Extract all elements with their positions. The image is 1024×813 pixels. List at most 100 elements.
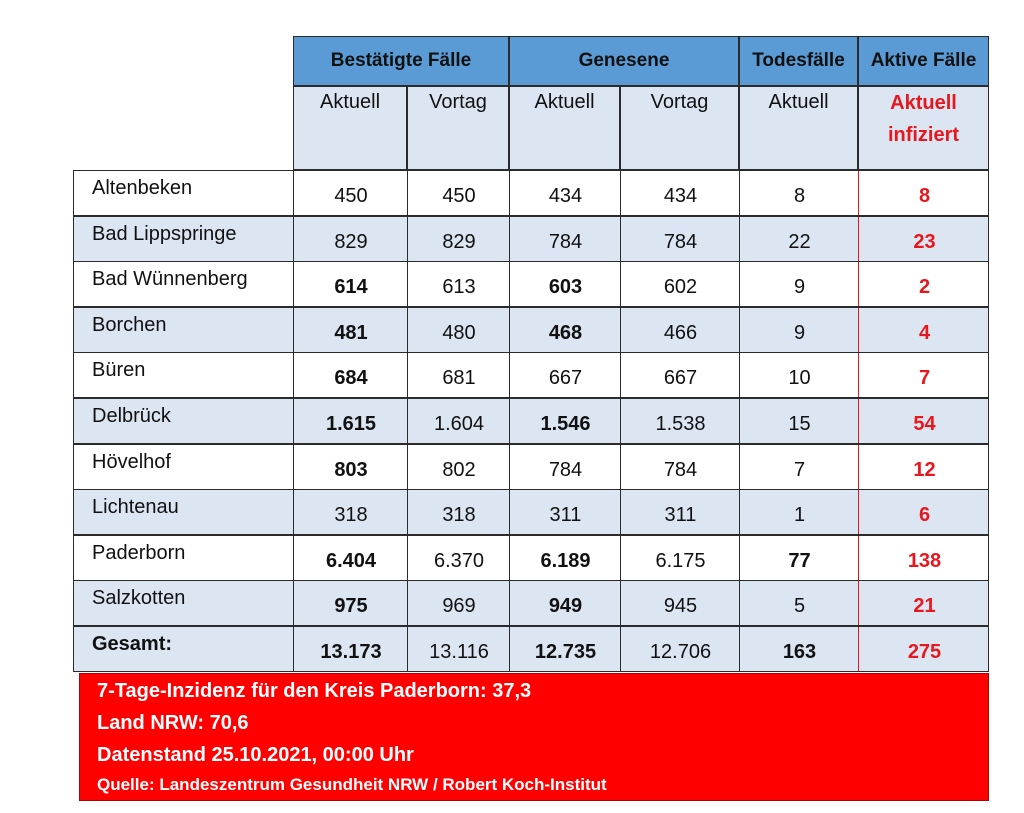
- column-divider: [739, 262, 740, 307]
- table-row: Delbrück 1.615 1.604 1.546 1.538 15 54: [73, 398, 989, 444]
- column-divider: [620, 627, 621, 671]
- column-divider: [407, 262, 408, 307]
- column-divider: [620, 581, 621, 626]
- row-name-cell: Bad Lippspringe: [92, 222, 237, 245]
- row-value-cell: 163: [782, 641, 817, 663]
- column-divider: [293, 307, 294, 352]
- table-row: Salzkotten 975 969 949 945 5 21: [73, 580, 989, 627]
- table-row: Gesamt: 13.173 13.116 12.735 12.706 163 275: [73, 626, 989, 672]
- row-value-cell: 12.735: [534, 641, 597, 663]
- row-name-cell: Hövelhof: [92, 450, 171, 473]
- row-value-cell: 667: [663, 367, 698, 390]
- column-divider: [509, 307, 510, 352]
- row-value-cell: 13.116: [429, 641, 489, 663]
- row-name-cell: Gesamt:: [92, 633, 173, 655]
- row-value-cell: 450: [334, 185, 368, 207]
- column-divider: [620, 353, 621, 398]
- column-divider: [858, 262, 859, 307]
- subheader-aktuell-infiziert: Aktuell infiziert: [858, 86, 989, 170]
- column-divider: [509, 353, 510, 398]
- row-value-cell: 10: [788, 367, 811, 390]
- row-name-cell: Borchen: [92, 313, 167, 336]
- column-divider: [293, 581, 294, 626]
- incidence-info-box: 7-Tage-Inzidenz für den Kreis Paderborn:…: [79, 673, 989, 801]
- column-divider: [407, 216, 408, 261]
- incidence-nrw-text: Land NRW: 70,6: [97, 712, 249, 734]
- column-divider: [620, 262, 621, 307]
- column-divider: [293, 171, 294, 215]
- row-value-cell: 1: [793, 504, 806, 527]
- column-divider: [509, 581, 510, 626]
- row-value-cell: 311: [549, 504, 582, 527]
- column-divider: [509, 627, 510, 671]
- column-divider: [739, 307, 740, 352]
- row-value-cell: 5: [793, 595, 806, 618]
- column-divider: [509, 535, 510, 580]
- column-divider: [293, 262, 294, 307]
- table-row: Altenbeken 450 450 434 434 8 8: [73, 170, 989, 216]
- data-timestamp-text: Datenstand 25.10.2021, 00:00 Uhr: [97, 744, 414, 766]
- column-divider: [620, 490, 621, 535]
- row-value-cell: 318: [442, 504, 476, 527]
- table-row: Büren 684 681 667 667 10 7: [73, 352, 989, 399]
- column-divider: [509, 399, 510, 443]
- table-row: Lichtenau 318 318 311 311 1 6: [73, 489, 989, 536]
- row-value-cell: 784: [548, 458, 583, 481]
- row-value-cell: 8: [918, 185, 931, 207]
- header-genesene: Genesene: [509, 36, 739, 86]
- row-value-cell: 6.189: [540, 549, 591, 572]
- column-divider: [407, 399, 408, 443]
- table-row: Bad Wünnenberg 614 613 603 602 9 2: [73, 261, 989, 308]
- row-name-cell: Paderborn: [92, 541, 186, 564]
- row-value-cell: 6.175: [655, 549, 706, 572]
- row-value-cell: 803: [334, 458, 368, 481]
- row-value-cell: 6.370: [433, 549, 485, 572]
- row-value-cell: 949: [548, 595, 583, 618]
- column-divider: [620, 171, 621, 215]
- row-value-cell: 1.546: [540, 413, 591, 435]
- row-value-cell: 450: [442, 185, 476, 207]
- column-divider: [739, 581, 740, 626]
- column-divider: [293, 444, 294, 489]
- column-divider: [858, 216, 859, 261]
- column-divider: [739, 444, 740, 489]
- row-name-cell: Salzkotten: [92, 587, 186, 610]
- row-value-cell: 21: [913, 595, 936, 618]
- row-value-cell: 9: [793, 276, 806, 299]
- column-divider: [858, 581, 859, 626]
- row-value-cell: 8: [793, 185, 806, 207]
- column-divider: [858, 399, 859, 443]
- column-divider: [509, 490, 510, 535]
- row-name-cell: Bad Wünnenberg: [92, 268, 248, 291]
- row-value-cell: 1.538: [655, 413, 706, 435]
- column-divider: [858, 307, 859, 352]
- row-value-cell: 945: [663, 595, 698, 618]
- row-value-cell: 603: [548, 276, 583, 299]
- header-todesfaelle: Todesfälle: [739, 36, 858, 86]
- row-value-cell: 468: [548, 321, 583, 344]
- incidence-kreis-text: 7-Tage-Inzidenz für den Kreis Paderborn:…: [97, 680, 532, 702]
- column-divider: [858, 627, 859, 671]
- row-value-cell: 1.615: [325, 413, 377, 435]
- row-value-cell: 6: [918, 504, 931, 527]
- column-divider: [407, 171, 408, 215]
- row-value-cell: 13.173: [320, 641, 382, 663]
- row-value-cell: 802: [442, 458, 476, 481]
- row-value-cell: 975: [334, 595, 368, 618]
- table-row: Paderborn 6.404 6.370 6.189 6.175 77 138: [73, 534, 989, 581]
- row-value-cell: 614: [334, 276, 368, 299]
- row-value-cell: 77: [788, 549, 811, 572]
- row-value-cell: 54: [913, 413, 936, 435]
- column-divider: [858, 535, 859, 580]
- column-divider: [407, 444, 408, 489]
- table-row: Borchen 481 480 468 466 9 4: [73, 306, 989, 353]
- row-value-cell: 7: [918, 367, 931, 390]
- column-divider: [293, 627, 294, 671]
- row-name-cell: Lichtenau: [92, 496, 179, 519]
- header-bestaetigte-faelle: Bestätigte Fälle: [293, 36, 509, 86]
- column-divider: [293, 216, 294, 261]
- row-value-cell: 9: [793, 321, 806, 344]
- row-value-cell: 829: [442, 230, 476, 253]
- column-divider: [509, 262, 510, 307]
- column-divider: [620, 307, 621, 352]
